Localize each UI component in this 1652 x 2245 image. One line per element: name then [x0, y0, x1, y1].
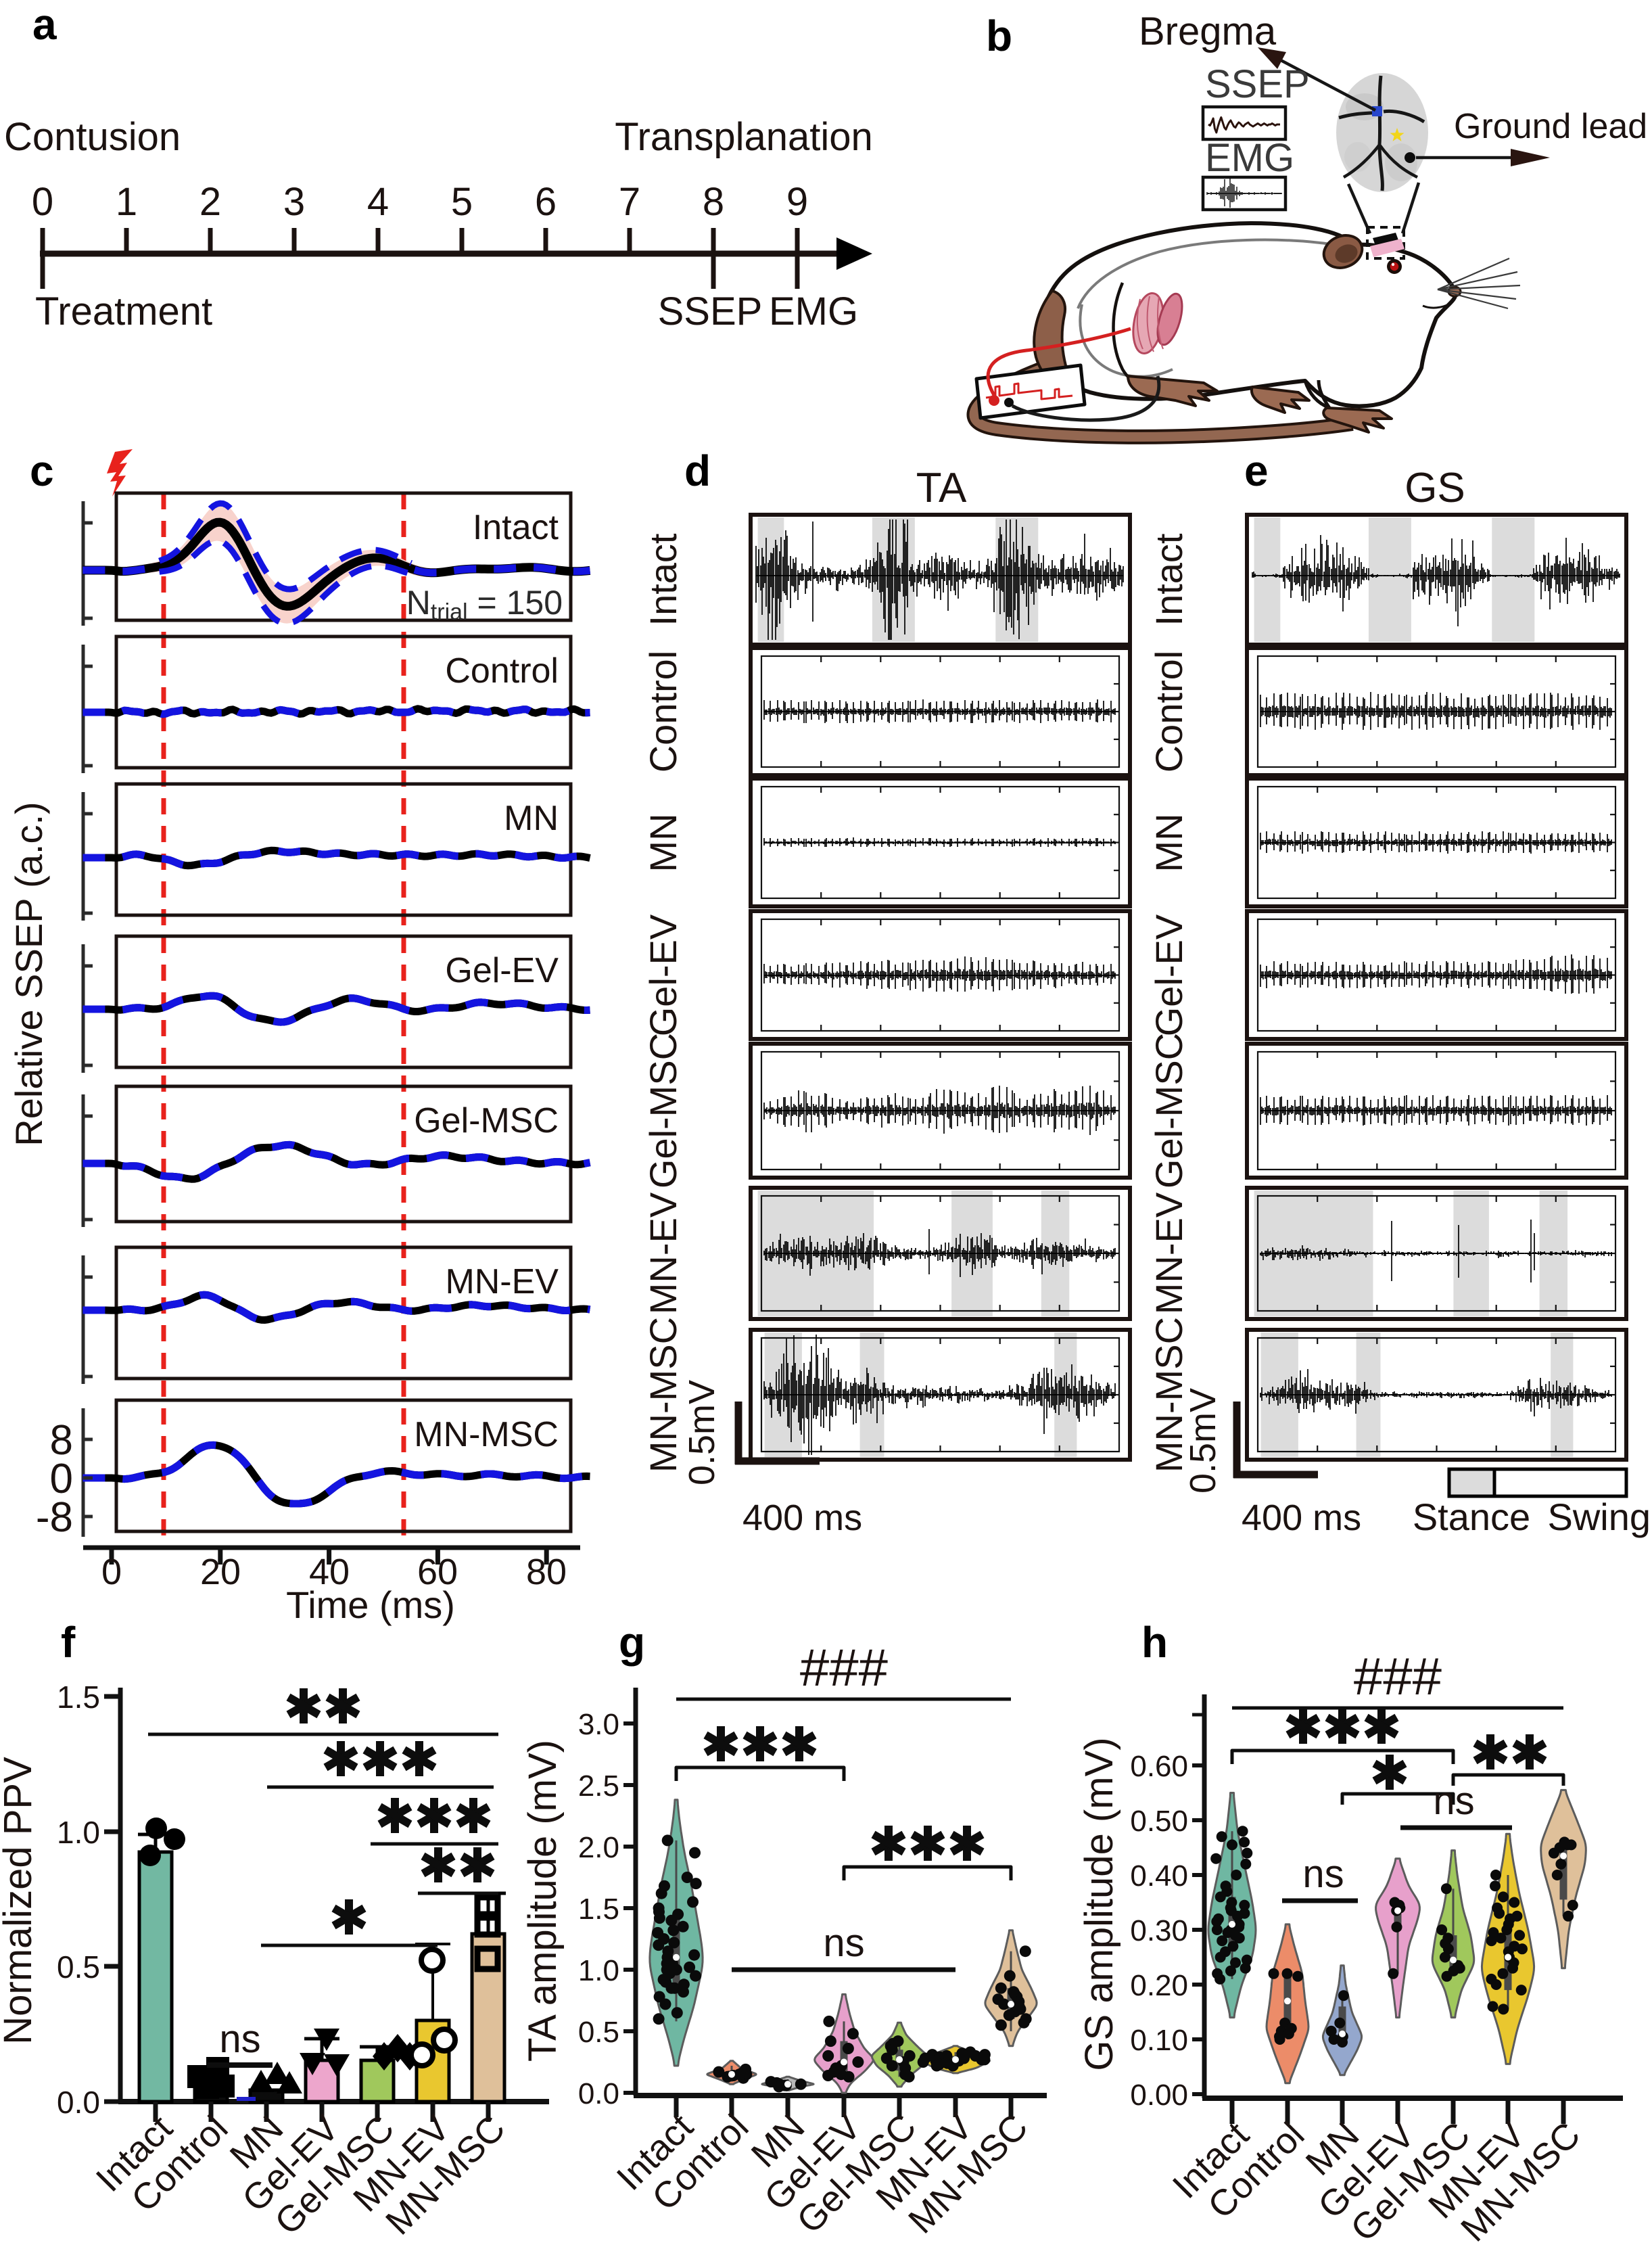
svg-text:Bregma: Bregma: [1139, 9, 1277, 53]
svg-text:7: 7: [619, 180, 640, 224]
svg-text:MN-EV: MN-EV: [642, 1192, 684, 1314]
svg-text:b: b: [986, 11, 1012, 60]
svg-text:EMG: EMG: [1205, 136, 1294, 180]
svg-text:0.40: 0.40: [1130, 1859, 1188, 1893]
svg-text:8: 8: [703, 180, 724, 224]
svg-text:Control: Control: [642, 651, 684, 773]
svg-text:Gel-EV: Gel-EV: [445, 951, 559, 990]
svg-text:Gel-EV: Gel-EV: [642, 914, 684, 1036]
svg-text:0.0: 0.0: [578, 2077, 619, 2110]
svg-text:1.0: 1.0: [57, 1815, 100, 1850]
svg-text:MN-MSC: MN-MSC: [642, 1317, 684, 1473]
svg-text:a: a: [32, 0, 57, 49]
svg-text:1.5: 1.5: [57, 1680, 100, 1715]
svg-text:2.5: 2.5: [578, 1769, 619, 1803]
svg-text:0.60: 0.60: [1130, 1750, 1188, 1783]
svg-text:400 ms: 400 ms: [742, 1498, 862, 1538]
svg-text:EMG: EMG: [769, 290, 858, 333]
svg-text:MN-MSC: MN-MSC: [414, 1415, 559, 1454]
svg-text:MN: MN: [642, 813, 684, 872]
svg-text:Transplanation: Transplanation: [615, 115, 873, 159]
svg-text:9: 9: [786, 180, 808, 224]
svg-text:d: d: [684, 446, 711, 495]
svg-text:TA: TA: [916, 465, 967, 511]
svg-text:20: 20: [200, 1552, 241, 1592]
svg-text:0.00: 0.00: [1130, 2079, 1188, 2112]
svg-text:MN-MSC: MN-MSC: [1148, 1317, 1190, 1473]
svg-text:Treatment: Treatment: [35, 290, 212, 333]
svg-text:1.5: 1.5: [578, 1893, 619, 1926]
svg-text:0.5: 0.5: [578, 2016, 619, 2049]
svg-text:0.50: 0.50: [1130, 1805, 1188, 1838]
svg-text:0.0: 0.0: [57, 2085, 100, 2120]
svg-text:TA amplitude (mV): TA amplitude (mV): [521, 1740, 565, 2062]
svg-text:0: 0: [50, 1456, 73, 1502]
svg-text:4: 4: [367, 180, 389, 224]
svg-text:1.0: 1.0: [578, 1954, 619, 1987]
svg-text:0.20: 0.20: [1130, 1969, 1188, 2002]
svg-text:5: 5: [451, 180, 473, 224]
svg-text:MN-EV: MN-EV: [445, 1262, 559, 1301]
svg-text:f: f: [61, 1618, 76, 1667]
svg-text:60: 60: [417, 1552, 458, 1592]
svg-text:Normalized PPV: Normalized PPV: [0, 1757, 40, 2045]
svg-text:GS amplitude (mV): GS amplitude (mV): [1077, 1737, 1121, 2070]
svg-text:c: c: [30, 446, 54, 495]
svg-text:ns: ns: [1433, 1779, 1474, 1823]
svg-text:Stance: Stance: [1413, 1496, 1530, 1538]
svg-text:3.0: 3.0: [578, 1708, 619, 1741]
svg-text:ns: ns: [219, 2017, 260, 2061]
svg-text:MN: MN: [504, 799, 559, 838]
svg-text:0: 0: [32, 180, 53, 224]
svg-text:###: ###: [800, 1638, 888, 1697]
svg-text:Intact: Intact: [642, 533, 684, 626]
svg-text:3: 3: [283, 180, 305, 224]
svg-text:0.5mV: 0.5mV: [1183, 1388, 1223, 1494]
svg-text:Time (ms): Time (ms): [286, 1583, 455, 1626]
svg-text:Control: Control: [1148, 651, 1190, 773]
svg-text:Ground lead: Ground lead: [1454, 107, 1647, 146]
svg-text:0: 0: [101, 1552, 122, 1592]
svg-text:MN: MN: [1148, 813, 1190, 872]
svg-text:SSEP: SSEP: [1205, 62, 1310, 106]
svg-text:2: 2: [199, 180, 221, 224]
svg-text:g: g: [619, 1618, 645, 1667]
svg-text:h: h: [1141, 1618, 1168, 1667]
svg-text:Control: Control: [445, 651, 559, 691]
svg-text:400 ms: 400 ms: [1242, 1498, 1361, 1538]
svg-text:ns: ns: [1302, 1852, 1344, 1896]
svg-text:40: 40: [309, 1552, 350, 1592]
svg-text:e: e: [1244, 446, 1269, 495]
svg-text:Gel-EV: Gel-EV: [1148, 914, 1190, 1036]
svg-text:MN-EV: MN-EV: [1148, 1192, 1190, 1314]
svg-text:GS: GS: [1405, 465, 1465, 511]
svg-text:1: 1: [116, 180, 137, 224]
svg-text:0.30: 0.30: [1130, 1914, 1188, 1947]
svg-text:Intact: Intact: [473, 508, 559, 547]
svg-text:6: 6: [535, 180, 557, 224]
svg-text:ns: ns: [823, 1921, 864, 1965]
svg-text:Swing: Swing: [1547, 1496, 1651, 1538]
svg-text:Relative SSEP (a.c.): Relative SSEP (a.c.): [7, 802, 50, 1146]
svg-text:Gel-MSC: Gel-MSC: [414, 1101, 559, 1140]
svg-text:SSEP: SSEP: [658, 290, 763, 333]
svg-text:80: 80: [526, 1552, 567, 1592]
svg-text:2.0: 2.0: [578, 1831, 619, 1864]
svg-text:Intact: Intact: [1148, 533, 1190, 626]
svg-text:0.10: 0.10: [1130, 2024, 1188, 2057]
svg-text:Gel-MSC: Gel-MSC: [1148, 1033, 1190, 1188]
svg-text:###: ###: [1354, 1646, 1442, 1706]
svg-text:Gel-MSC: Gel-MSC: [642, 1033, 684, 1188]
svg-text:-8: -8: [36, 1494, 73, 1541]
svg-text:8: 8: [50, 1417, 73, 1464]
svg-text:Ntrial = 150: Ntrial = 150: [406, 584, 563, 625]
svg-text:0.5mV: 0.5mV: [682, 1380, 722, 1485]
svg-text:0.5: 0.5: [57, 1949, 100, 1985]
svg-text:Contusion: Contusion: [4, 115, 181, 159]
